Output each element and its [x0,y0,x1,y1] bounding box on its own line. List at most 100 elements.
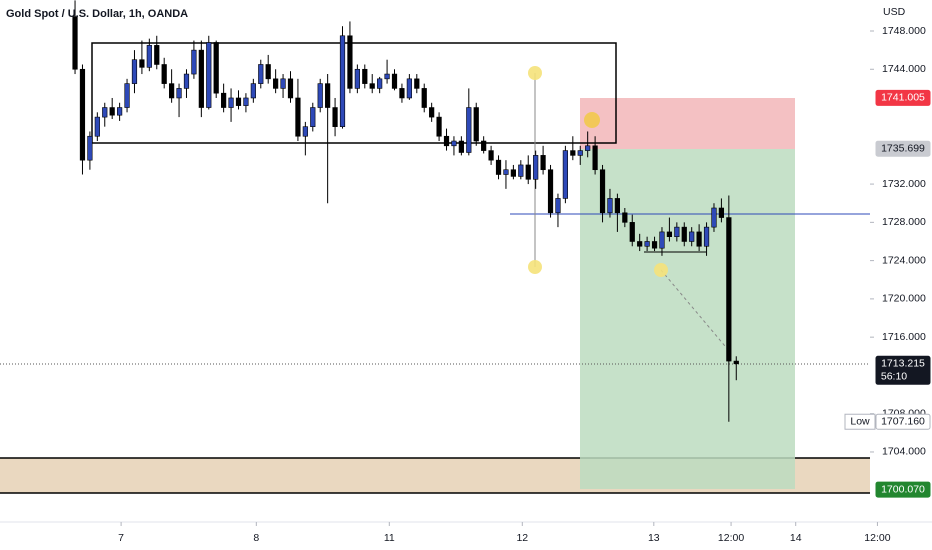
candle-body [124,83,130,108]
price-tag-prefix-box [844,413,876,430]
y-tick-label: 1720.000 [882,293,926,305]
candle-body [689,231,695,242]
candle-body [206,42,212,108]
marker [528,260,542,274]
candle-body [651,241,658,249]
price-tag-label: 1707.160 [881,416,925,428]
currency: USD [883,6,906,18]
price-tag-label: 1713.215 [881,358,925,370]
y-tick-label: 1704.000 [882,446,926,458]
price-tag-prefix: Low [850,416,870,428]
candle-body [384,73,390,80]
candle-body [414,78,420,89]
price-tag [875,89,931,106]
x-tick-label: 11 [384,532,395,544]
x-tick-label: 12 [516,532,528,544]
candle-body [443,135,450,147]
candle-body [458,140,464,153]
range-box [91,42,617,144]
y-tick-label: 1732.000 [882,178,926,190]
candle-body [726,217,732,362]
candle-body [161,64,167,84]
candle-body [154,45,160,65]
candle-body [362,68,368,84]
candle-body [540,155,546,171]
candle-body [347,35,353,89]
candle-body [228,97,234,108]
candle-body [287,78,294,99]
candle-body [495,159,502,175]
candle-body [644,241,650,247]
candle-body [518,164,524,177]
candle-body [421,88,427,108]
candle-body [533,155,539,180]
candle-body [221,92,227,108]
candle-body [213,42,219,94]
candle-body [131,59,138,84]
candle-body [629,222,635,242]
candle-body [406,78,412,99]
candle-body [614,198,620,214]
candle-body [681,226,687,242]
marker [584,112,600,128]
candle-body [243,97,249,106]
candle-body [198,49,204,108]
candle-body [72,16,78,70]
candle-body [429,107,435,118]
drawings [0,42,932,494]
candle-body [592,145,598,171]
candle-body [525,164,531,180]
y-tick-label: 1728.000 [882,216,926,228]
candle-body [354,68,360,89]
candle-body [169,83,175,99]
candle-body [622,212,628,223]
price-axis [870,0,932,550]
candle-body [599,169,606,214]
candle-body [391,73,398,89]
x-tick-label: 13 [648,532,660,544]
y-tick-label: 1748.000 [882,25,926,37]
price-tag-label: 1741.005 [881,92,925,104]
candle-body [696,231,702,247]
candle-body [585,145,591,151]
candle-body [280,78,286,89]
candle-body [87,135,93,161]
candle-body [109,107,115,116]
price-tag [875,481,931,498]
candle-body [674,226,680,237]
x-tick-label: 7 [118,532,124,544]
candle-body [102,107,108,118]
candle-body [436,116,442,137]
candles [72,0,739,422]
candle-body [339,35,346,127]
candle-body [250,83,256,99]
candle-body [510,169,516,177]
candle-body [176,88,182,99]
stop-zone [580,98,795,149]
candle-body [473,107,479,142]
candle-body [332,107,338,127]
candle-body [555,198,561,214]
candle-body [146,45,152,68]
highlights [528,66,668,277]
candle-body [607,198,613,214]
marker [654,263,668,277]
candle-body [466,107,472,153]
candle-body [273,78,279,89]
candle-body [399,88,405,99]
price-tag-label: 1735.699 [881,142,925,154]
candle-body [369,83,375,89]
x-tick-label: 12:00 [864,532,890,544]
candle-body [481,140,487,151]
candle-body [562,150,568,199]
price-tag [875,413,931,430]
candle-body [637,241,643,247]
candle-body [235,97,242,106]
candle-body [325,83,331,108]
candle-body [488,150,494,161]
candle-body [117,107,123,116]
price-tag [875,140,931,157]
candle-body [302,126,308,137]
countdown: 56:10 [881,371,907,383]
